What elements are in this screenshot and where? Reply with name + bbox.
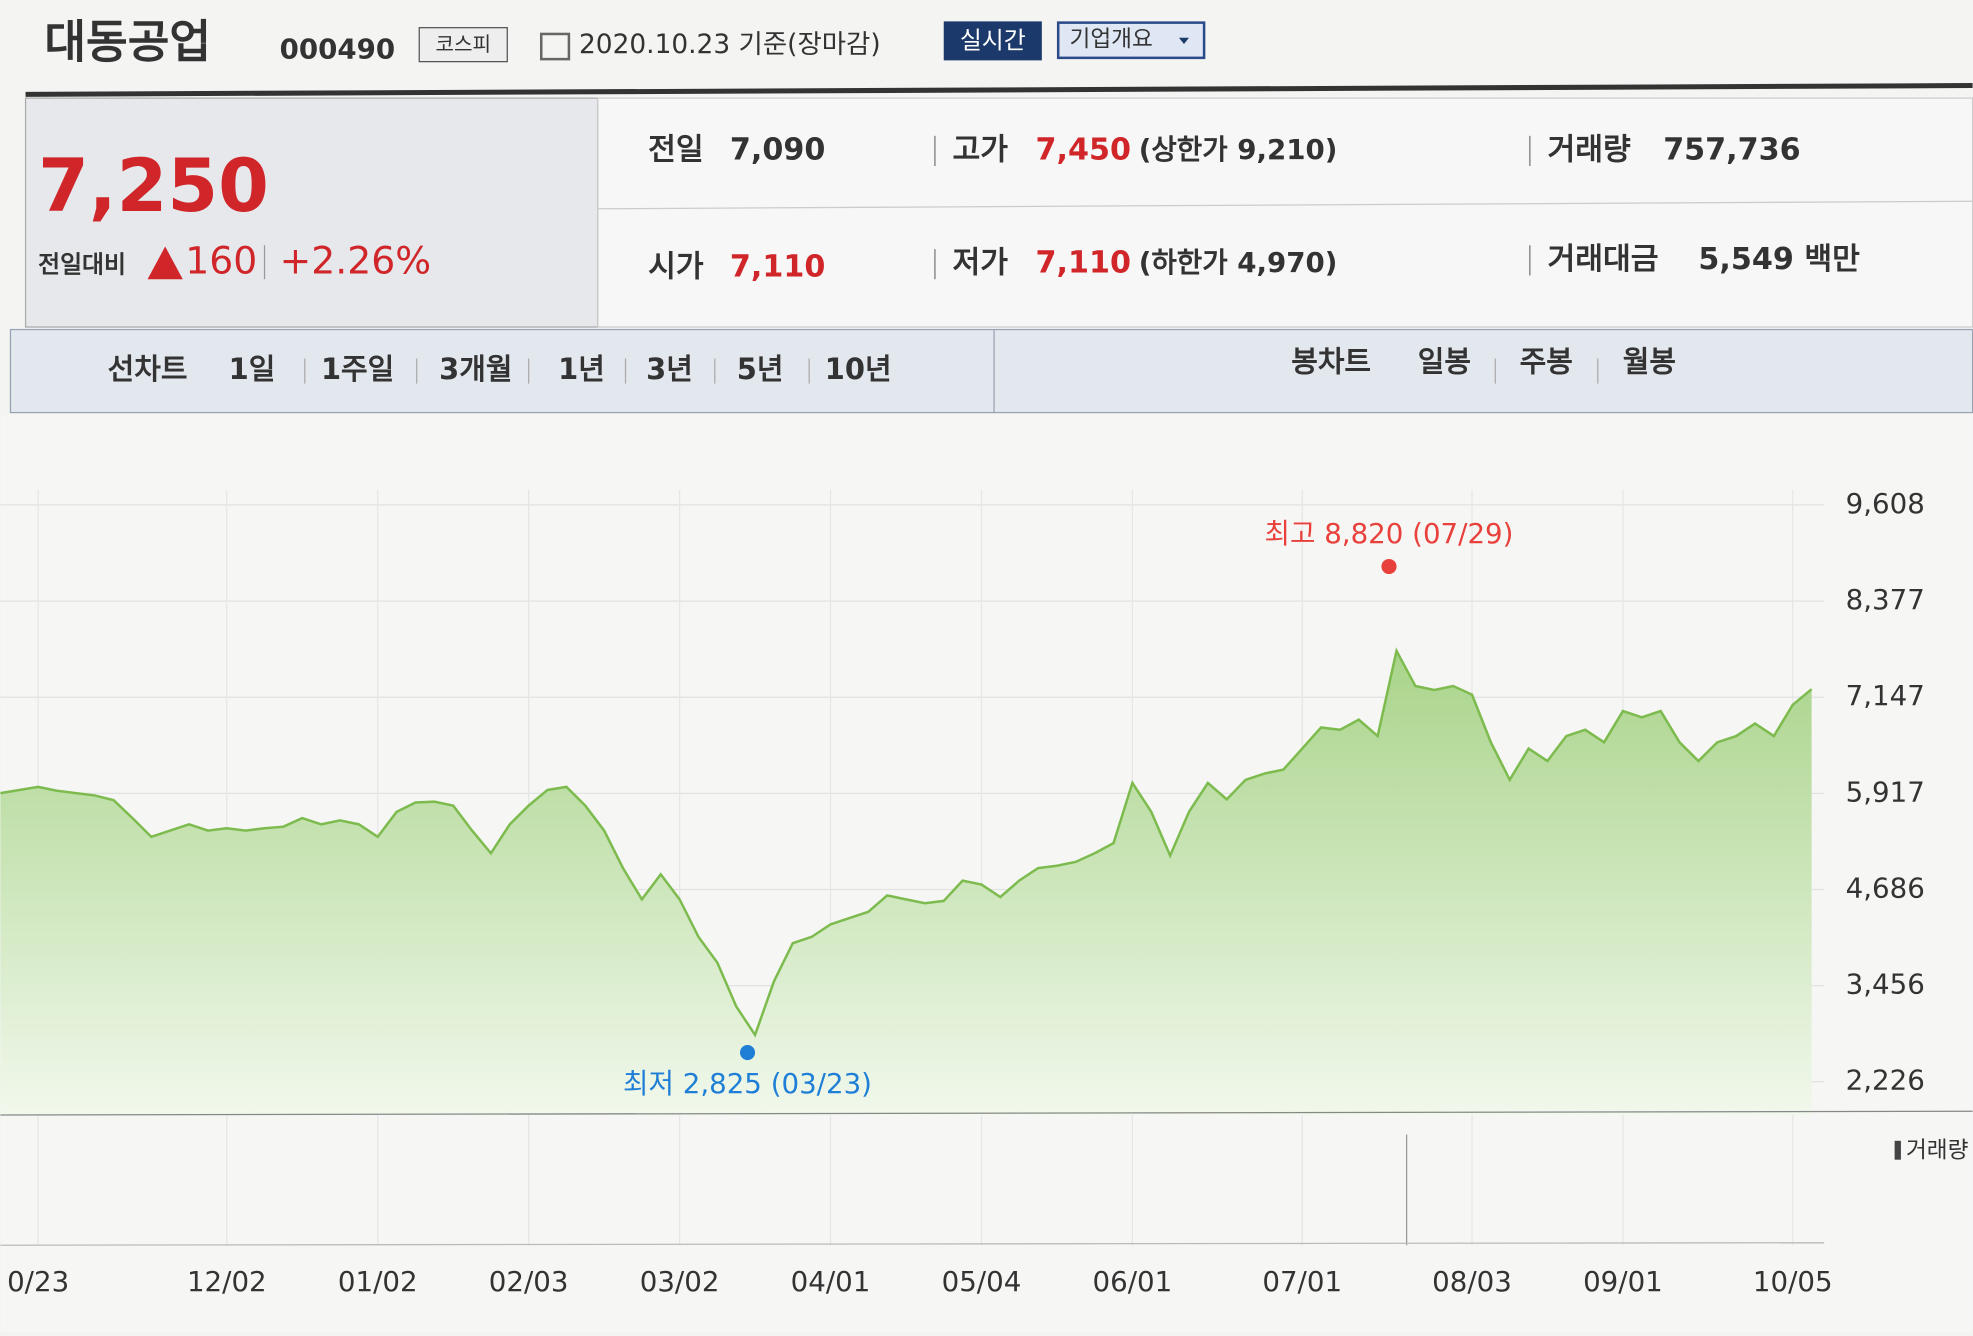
stock-code: 000490	[280, 32, 395, 65]
tab[interactable]: 3년	[646, 352, 693, 386]
y-tick-label: 7,147	[1846, 679, 1925, 712]
tab[interactable]: 월봉	[1623, 345, 1676, 379]
stat-value: 7,110	[1036, 246, 1131, 281]
tab[interactable]: 5년	[737, 352, 784, 386]
stock-name: 대동공업	[44, 15, 211, 68]
tab[interactable]: 1년	[558, 352, 605, 386]
realtime[interactable]: 실시간	[960, 27, 1026, 55]
stats-box	[597, 97, 1973, 328]
stat-label: 시가	[648, 249, 704, 284]
y-tick-label: 8,377	[1846, 583, 1925, 616]
x-tick-label: 10/05	[1753, 1265, 1833, 1298]
x-tick-label: 12/02	[187, 1265, 267, 1298]
annotation: 최고 8,820 (07/29)	[1265, 517, 1514, 550]
stat-note: (하한가 4,970)	[1139, 246, 1338, 279]
annotation: 최저 2,825 (03/23)	[623, 1067, 872, 1100]
stats-divider	[597, 200, 1973, 210]
stat-label: 고가	[953, 132, 1009, 167]
x-tick-label: 02/03	[489, 1265, 569, 1298]
overview-button[interactable]	[1056, 21, 1206, 60]
volume-legend-box	[1894, 1140, 1901, 1160]
up-arrow	[147, 246, 183, 280]
overview[interactable]: 기업개요	[1070, 27, 1153, 53]
y-tick-label: 3,456	[1846, 968, 1925, 1001]
tab[interactable]: 3개월	[439, 352, 512, 386]
price-line	[0, 647, 1813, 1038]
volume-label: 거래량	[1906, 1137, 1969, 1163]
volume-baseline	[0, 1242, 1825, 1246]
change-label: 전일대비	[38, 250, 126, 278]
stat-note: (상한가 9,210)	[1139, 133, 1338, 166]
stat-value: 5,549 백만	[1698, 242, 1860, 277]
stat-label: 거래대금	[1547, 242, 1658, 277]
tab[interactable]: 10년	[825, 352, 892, 386]
y-tick-label: 4,686	[1846, 872, 1925, 905]
calendar-icon	[539, 32, 571, 61]
market: 코스피	[436, 32, 492, 56]
area-fill	[0, 650, 1812, 1116]
stat-label: 거래량	[1547, 132, 1631, 167]
date: 2020.10.23 기준(장마감)	[579, 29, 881, 60]
annotation-dot	[739, 1044, 756, 1061]
x-tick-label: 09/01	[1583, 1265, 1663, 1298]
tab[interactable]: 1일	[229, 352, 276, 386]
x-tick-label: 0/23	[7, 1265, 69, 1298]
tab-bar	[9, 328, 1973, 414]
stat-value: 7,110	[730, 249, 825, 284]
realtime-button[interactable]	[943, 21, 1042, 61]
x-tick-label: 08/03	[1432, 1265, 1512, 1298]
y-tick-label: 9,608	[1846, 487, 1925, 520]
x-tick-label: 07/01	[1262, 1265, 1342, 1298]
price-box	[24, 97, 599, 328]
tab[interactable]: 일봉	[1418, 345, 1471, 379]
dropdown-arrow	[1178, 37, 1190, 45]
x-tick-label: 03/02	[640, 1265, 720, 1298]
tab[interactable]: 선차트	[108, 352, 188, 386]
stat-label: 전일	[648, 132, 704, 167]
price: 7,250	[38, 144, 269, 229]
y-tick-label: 5,917	[1846, 775, 1925, 808]
stat-label: 저가	[953, 246, 1009, 281]
market-badge	[418, 27, 508, 63]
x-tick-label: 06/01	[1093, 1265, 1173, 1298]
x-tick-label: 01/02	[338, 1265, 418, 1298]
tab[interactable]: 봉차트	[1291, 345, 1371, 379]
header-rule	[25, 83, 1973, 97]
stat-value: 7,090	[730, 132, 825, 167]
tab[interactable]: 주봉	[1520, 345, 1573, 379]
change-rate: +2.26%	[280, 238, 431, 282]
stat-value: 757,736	[1663, 132, 1800, 167]
annotation-dot	[1381, 558, 1397, 575]
y-tick-label: 2,226	[1846, 1064, 1925, 1097]
tab[interactable]: 1주일	[321, 352, 394, 386]
x-tick-label: 05/04	[942, 1265, 1022, 1298]
change: 160	[185, 238, 257, 282]
x-tick-label: 04/01	[791, 1265, 871, 1298]
stat-value: 7,450	[1036, 132, 1131, 167]
plot-bottom	[0, 1110, 1973, 1116]
